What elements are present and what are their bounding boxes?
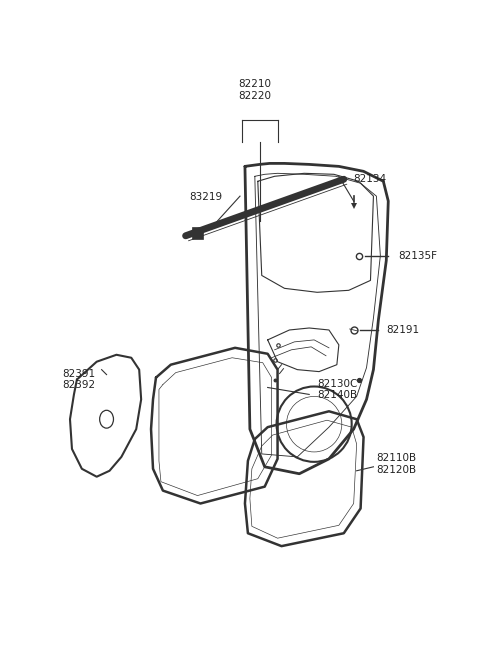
- Text: 82210
82220: 82210 82220: [239, 79, 271, 101]
- Text: 82191: 82191: [386, 325, 420, 335]
- Text: 83219: 83219: [189, 192, 222, 202]
- Text: 82130C
82140B: 82130C 82140B: [317, 379, 358, 400]
- Text: 82135F: 82135F: [398, 251, 437, 261]
- Bar: [192, 227, 204, 239]
- Text: 82134: 82134: [354, 174, 387, 184]
- Text: 82391
82392: 82391 82392: [62, 369, 95, 390]
- Text: 82110B
82120B: 82110B 82120B: [376, 453, 417, 475]
